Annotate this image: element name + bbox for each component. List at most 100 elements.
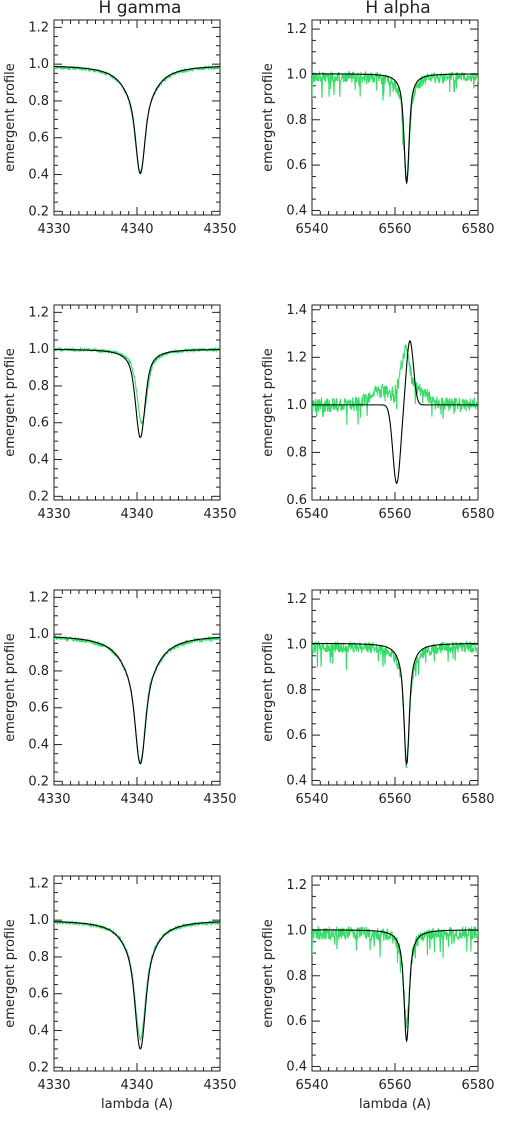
y-axis-label: emergent profile [3, 633, 18, 742]
x-tick-label: 6580 [461, 1078, 494, 1093]
y-tick-label: 1.2 [28, 590, 49, 605]
x-tick-label: 6580 [461, 792, 494, 807]
observed-spectrum-line [54, 920, 220, 1042]
y-tick-label: 1.2 [286, 878, 307, 893]
y-axis-label: emergent profile [3, 348, 18, 457]
y-tick-label: 0.8 [286, 969, 307, 984]
y-tick-label: 1.4 [286, 303, 307, 318]
x-tick-label: 4350 [203, 1078, 236, 1093]
x-axis-label: lambda (A) [359, 1097, 431, 1112]
y-axis-label: emergent profile [3, 63, 18, 172]
observed-spectrum-line [312, 640, 478, 769]
x-tick-label: 4340 [120, 222, 153, 237]
x-tick-label: 6540 [295, 792, 328, 807]
x-tick-label: 6540 [295, 222, 328, 237]
y-tick-label: 1.0 [28, 913, 49, 928]
y-axis-label: emergent profile [261, 919, 276, 1028]
panel-4: 6540 6560 6580 0.6 0.8 1.0 1.2 1.4 emergent prof… [261, 303, 495, 522]
x-tick-label: 4330 [37, 1078, 70, 1093]
y-tick-label: 1.0 [286, 398, 307, 413]
y-tick-label: 0.4 [286, 773, 307, 788]
y-tick-label: 0.6 [286, 1014, 307, 1029]
y-tick-label: 0.8 [28, 664, 49, 679]
y-tick-label: 0.4 [286, 1059, 307, 1074]
y-tick-label: 1.0 [286, 923, 307, 938]
x-axis-label: lambda (A) [101, 1097, 173, 1112]
panel-1: 4330 4340 4350 0.2 0.4 0.6 0.8 1.0 1.2 emergent p… [3, 19, 237, 237]
observed-spectrum-line [312, 70, 478, 184]
y-tick-label: 1.2 [28, 305, 49, 320]
y-tick-label: 1.0 [28, 627, 49, 642]
x-tick-label: 4350 [203, 792, 236, 807]
y-tick-label: 0.8 [286, 683, 307, 698]
x-tick-label: 4350 [203, 222, 236, 237]
y-tick-label: 1.2 [286, 350, 307, 365]
y-tick-label: 0.4 [28, 168, 49, 183]
y-tick-label: 0.6 [28, 701, 49, 716]
y-axis-label: emergent profile [261, 348, 276, 457]
plot-frame [311, 875, 479, 1072]
x-tick-label: 4330 [37, 222, 70, 237]
x-tick-label: 6540 [295, 507, 328, 522]
x-tick-label: 6560 [378, 222, 411, 237]
model-profile-line [54, 921, 220, 1050]
y-tick-label: 1.2 [28, 876, 49, 891]
y-tick-label: 1.0 [28, 57, 49, 72]
plot-frame [311, 589, 479, 786]
model-profile-line [54, 65, 220, 175]
y-axis-label: emergent profile [261, 633, 276, 742]
x-tick-label: 6580 [461, 507, 494, 522]
y-tick-label: 0.4 [286, 203, 307, 218]
y-axis-label: emergent profile [3, 919, 18, 1028]
y-tick-label: 0.6 [286, 728, 307, 743]
x-tick-label: 6560 [378, 507, 411, 522]
y-tick-label: 1.0 [286, 67, 307, 82]
plot-frame [311, 19, 479, 216]
plot-frame [53, 19, 221, 216]
model-profile-line [312, 340, 478, 485]
y-tick-label: 0.4 [28, 738, 49, 753]
model-profile-line [312, 642, 478, 766]
x-tick-label: 6560 [378, 1078, 411, 1093]
plot-frame [53, 304, 221, 501]
y-tick-label: 1.0 [28, 342, 49, 357]
y-tick-label: 0.8 [28, 379, 49, 394]
x-tick-label: 4340 [120, 1078, 153, 1093]
y-tick-label: 1.2 [286, 22, 307, 37]
panel-6: 6540 6560 6580 0.4 0.6 0.8 1.0 1.2 emergent prof… [261, 589, 495, 807]
model-profile-line [312, 929, 478, 1043]
model-profile-line [54, 348, 220, 439]
y-tick-label: 1.0 [286, 637, 307, 652]
y-tick-label: 0.4 [28, 1024, 49, 1039]
y-tick-label: 0.6 [286, 493, 307, 508]
x-tick-label: 4340 [120, 507, 153, 522]
y-tick-label: 0.8 [28, 950, 49, 965]
observed-spectrum-line [54, 346, 220, 426]
observed-spectrum-line [312, 926, 478, 1029]
y-tick-label: 0.6 [28, 987, 49, 1002]
y-tick-label: 0.6 [28, 416, 49, 431]
model-profile-line [54, 636, 220, 765]
panel-7: 4330 4340 4350 0.2 0.4 0.6 0.8 1.0 1.2 emergent p… [3, 875, 237, 1112]
x-tick-label: 6560 [378, 792, 411, 807]
y-tick-label: 1.2 [28, 20, 49, 35]
column-title-h-gamma: H gamma [98, 0, 182, 18]
x-tick-label: 4330 [37, 792, 70, 807]
model-profile-line [312, 73, 478, 185]
y-tick-label: 0.2 [28, 489, 49, 504]
panel-8: 6540 6560 6580 0.4 0.6 0.8 1.0 1.2 emergent prof… [261, 875, 495, 1112]
x-tick-label: 4340 [120, 792, 153, 807]
y-tick-label: 0.8 [286, 445, 307, 460]
y-tick-label: 0.8 [286, 113, 307, 128]
x-tick-label: 6540 [295, 1078, 328, 1093]
y-tick-label: 0.6 [28, 131, 49, 146]
x-tick-label: 6580 [461, 222, 494, 237]
panel-2: 6540 6560 6580 0.4 0.6 0.8 1.0 1.2 emergent prof… [261, 19, 495, 237]
y-tick-label: 0.4 [28, 453, 49, 468]
y-tick-label: 1.2 [286, 592, 307, 607]
y-tick-label: 0.2 [28, 774, 49, 789]
y-tick-label: 0.2 [28, 204, 49, 219]
x-tick-label: 4350 [203, 507, 236, 522]
